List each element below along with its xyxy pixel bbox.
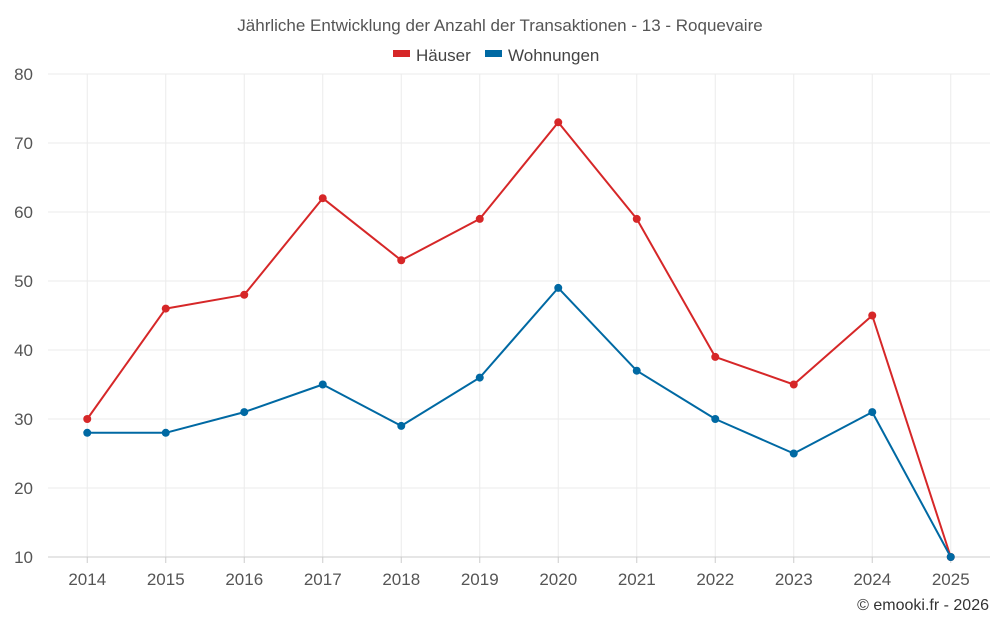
y-tick-label: 20 (14, 479, 33, 498)
x-tick-label: 2019 (461, 570, 499, 589)
series-line-wohnungen (87, 286, 952, 558)
x-tick-label: 2017 (304, 570, 342, 589)
data-point-haeuser[interactable] (868, 311, 877, 320)
chart-title: Jährliche Entwicklung der Anzahl der Tra… (237, 16, 762, 35)
x-tick-label: 2016 (225, 570, 263, 589)
y-tick-label: 10 (14, 548, 33, 567)
x-tick-label: 2022 (696, 570, 734, 589)
data-point-wohnungen[interactable] (83, 428, 92, 437)
data-point-wohnungen[interactable] (554, 283, 563, 292)
x-tick-label: 2023 (775, 570, 813, 589)
series-wohnungen (83, 283, 955, 561)
data-point-wohnungen[interactable] (475, 373, 484, 382)
y-tick-label: 60 (14, 203, 33, 222)
legend-swatch-haeuser (393, 50, 410, 57)
x-tick-label: 2015 (147, 570, 185, 589)
y-tick-label: 70 (14, 134, 33, 153)
series-haeuser (83, 118, 955, 561)
x-tick-label: 2020 (539, 570, 577, 589)
y-tick-label: 30 (14, 410, 33, 429)
data-point-wohnungen[interactable] (789, 449, 798, 458)
y-tick-label: 40 (14, 341, 33, 360)
data-point-wohnungen[interactable] (318, 380, 327, 389)
x-tick-label: 2014 (68, 570, 106, 589)
legend-label-wohnungen: Wohnungen (508, 46, 599, 65)
data-point-wohnungen[interactable] (711, 415, 720, 423)
data-point-haeuser[interactable] (711, 352, 720, 361)
series (83, 118, 955, 561)
x-tick-label: 2025 (932, 570, 970, 589)
x-tick-label: 2018 (382, 570, 420, 589)
data-point-haeuser[interactable] (789, 380, 798, 389)
data-point-wohnungen[interactable] (397, 421, 406, 430)
legend-item-haeuser[interactable]: Häuser (393, 46, 471, 65)
x-tick-label: 2021 (618, 570, 656, 589)
x-axis: 2014 2015 2016 2017 2018 2019 2020 2021 2022 2023… (48, 556, 990, 589)
data-point-wohnungen[interactable] (868, 408, 877, 417)
data-point-wohnungen[interactable] (161, 428, 170, 437)
data-point-wohnungen[interactable] (240, 408, 249, 417)
data-point-haeuser[interactable] (475, 214, 484, 223)
y-tick-label: 80 (14, 65, 33, 84)
data-point-haeuser[interactable] (554, 118, 563, 127)
x-tick-label: 2024 (853, 570, 891, 589)
data-point-haeuser[interactable] (83, 415, 92, 423)
credit-text: © emooki.fr - 2026 (857, 597, 989, 614)
legend: Häuser Wohnungen (393, 46, 599, 65)
data-point-wohnungen[interactable] (632, 366, 641, 375)
data-point-haeuser[interactable] (318, 194, 327, 203)
y-axis: 10 20 30 40 50 60 70 80 (14, 65, 33, 567)
data-point-wohnungen[interactable] (946, 553, 955, 561)
legend-label-haeuser: Häuser (416, 46, 471, 65)
legend-item-wohnungen[interactable]: Wohnungen (485, 46, 599, 65)
data-point-haeuser[interactable] (240, 290, 249, 299)
y-tick-label: 50 (14, 272, 33, 291)
grid (48, 73, 990, 557)
data-point-haeuser[interactable] (397, 256, 406, 265)
series-line-haeuser (86, 121, 952, 558)
data-point-haeuser[interactable] (161, 304, 170, 313)
data-point-haeuser[interactable] (632, 214, 641, 223)
legend-swatch-wohnungen (485, 50, 502, 57)
